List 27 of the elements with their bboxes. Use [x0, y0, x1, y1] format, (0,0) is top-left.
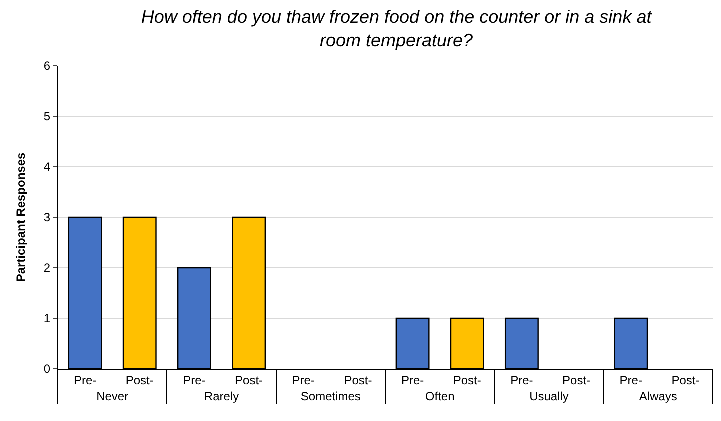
x-tick-label: Often: [425, 389, 455, 404]
x-tick-label: Rarely: [204, 389, 240, 404]
y-tick-label: 1: [44, 312, 51, 326]
text: Post-: [672, 373, 700, 388]
text: Pre-: [292, 373, 315, 388]
y-tick-label: 0: [44, 362, 51, 376]
x-tick-label: Never: [96, 389, 129, 404]
y-tick-label: 5: [44, 110, 51, 124]
chart-title: How often do you thaw frozen food on the counter or in a sink at room temperature?: [141, 7, 653, 51]
text: Pre-: [510, 373, 534, 388]
x-tick-label: Sometimes: [300, 389, 361, 404]
text: Pre-: [401, 373, 424, 388]
y-tick-label: 2: [44, 261, 51, 276]
y-axis-title: Participant Responses: [14, 152, 28, 282]
text: Pre-: [183, 373, 206, 388]
y-tick-label: 6: [44, 59, 51, 74]
y-tick-label: 4: [44, 160, 51, 174]
text: Post-: [562, 373, 591, 388]
series-label: Pre-: [74, 373, 97, 388]
x-tick-label: Usually: [530, 389, 569, 404]
y-tick-label: 3: [44, 210, 51, 225]
text: Post-: [453, 373, 482, 388]
text: Pre-: [620, 373, 642, 388]
text: Post-: [235, 373, 264, 388]
x-tick-label: Always: [639, 389, 678, 404]
text: Post-: [344, 373, 372, 388]
series-label: Post-: [126, 373, 154, 388]
